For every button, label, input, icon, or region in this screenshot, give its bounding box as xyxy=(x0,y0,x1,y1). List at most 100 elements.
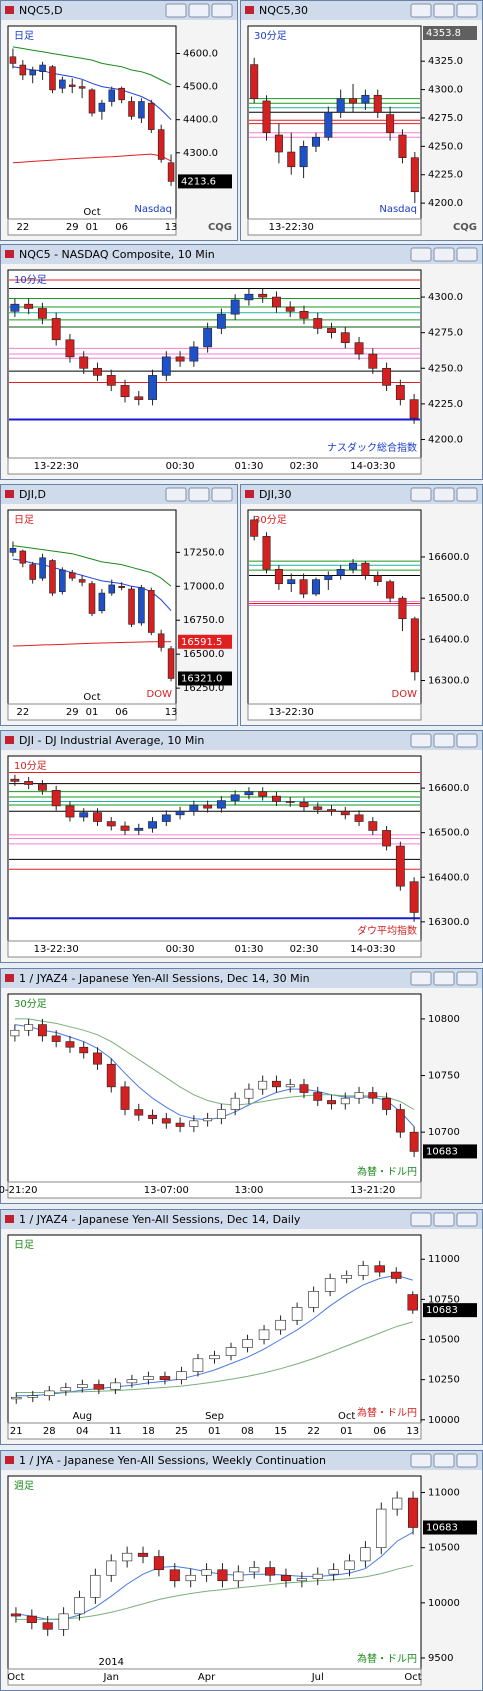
candle-body xyxy=(110,1382,121,1390)
price-box-label: 4213.6 xyxy=(181,176,216,187)
candle-body xyxy=(192,1358,204,1372)
restore-button[interactable] xyxy=(433,487,455,502)
candle-body xyxy=(373,575,382,582)
y-tick-label: 4300.0 xyxy=(428,85,463,96)
candle-body xyxy=(398,597,407,620)
minimize-button[interactable] xyxy=(410,487,432,502)
candle-body xyxy=(185,1574,196,1582)
restore-button[interactable] xyxy=(433,3,455,18)
candle-body xyxy=(19,550,27,564)
candle-body xyxy=(10,778,20,782)
candle-body xyxy=(74,1597,85,1615)
window-icon xyxy=(5,250,14,258)
close-button[interactable] xyxy=(456,3,478,18)
y-tick-label: 16500.0 xyxy=(428,593,469,604)
price-box xyxy=(423,26,477,40)
y-tick-label: 4250.0 xyxy=(428,141,463,152)
y-tick-label: 10500 xyxy=(428,1335,460,1346)
candle-body xyxy=(128,101,135,117)
candle-body xyxy=(291,1307,303,1321)
candle-body xyxy=(157,129,165,160)
window-icon xyxy=(5,490,14,498)
y-tick-label: 11000 xyxy=(428,1254,460,1265)
candle-body xyxy=(138,101,145,119)
candle-body xyxy=(9,547,17,553)
candle-body xyxy=(106,821,116,827)
minimize-button[interactable] xyxy=(410,247,432,262)
candle-body xyxy=(244,293,254,301)
restore-button[interactable] xyxy=(188,3,210,18)
minimize-button[interactable] xyxy=(410,971,432,986)
restore-button[interactable] xyxy=(433,733,455,748)
x-tick-label: 13:00 xyxy=(235,1185,264,1196)
y-tick-label: 16750.0 xyxy=(183,615,224,626)
close-button[interactable] xyxy=(211,3,233,18)
restore-button[interactable] xyxy=(188,487,210,502)
candle-body xyxy=(79,812,89,818)
title-bar xyxy=(1,245,482,264)
close-button[interactable] xyxy=(456,1453,478,1468)
candle-body xyxy=(368,353,378,369)
plot-area xyxy=(7,993,422,1183)
x-tick-label: Apr xyxy=(198,1672,216,1683)
candle-body xyxy=(189,804,199,812)
x-axis-strip xyxy=(7,457,422,475)
minimize-button[interactable] xyxy=(410,1212,432,1227)
plot-area xyxy=(7,269,422,459)
candle-body xyxy=(78,86,86,89)
candle-body xyxy=(134,827,144,831)
candle-body xyxy=(244,791,254,796)
candle-body xyxy=(354,814,364,822)
candle-body xyxy=(395,1109,405,1133)
candle-body xyxy=(373,94,382,113)
restore-button[interactable] xyxy=(433,971,455,986)
source-label: Nasdaq xyxy=(379,204,417,215)
x-tick-label: 01 xyxy=(86,707,99,718)
close-button[interactable] xyxy=(456,1212,478,1227)
y-tick-label: 10250 xyxy=(428,1375,460,1386)
candle-body xyxy=(216,800,226,809)
candle-body xyxy=(68,84,76,87)
candle-body xyxy=(10,303,20,312)
y-tick-label: 16500.0 xyxy=(183,649,224,660)
y-tick-label: 9500 xyxy=(428,1653,453,1664)
minimize-button[interactable] xyxy=(165,3,187,18)
x-tick-label: 02:30 xyxy=(290,461,319,472)
y-tick-label: 4500.0 xyxy=(183,82,218,93)
candle-body xyxy=(65,805,75,818)
candle-body xyxy=(93,1384,105,1390)
x-tick-label: 00:30 xyxy=(166,944,195,955)
close-button[interactable] xyxy=(456,247,478,262)
candle-body xyxy=(327,809,336,812)
restore-button[interactable] xyxy=(433,247,455,262)
restore-button[interactable] xyxy=(433,1212,455,1227)
period-label: 30分足 xyxy=(254,30,287,42)
minimize-button[interactable] xyxy=(410,733,432,748)
close-button[interactable] xyxy=(211,487,233,502)
close-button[interactable] xyxy=(456,733,478,748)
logo: CQG xyxy=(208,222,232,233)
candle-body xyxy=(161,356,171,376)
x-tick-label: 06 xyxy=(115,222,128,233)
candle-body xyxy=(209,1355,220,1360)
y-tick-label: 16400.0 xyxy=(428,634,469,645)
x-tick-label: 00:30 xyxy=(166,461,195,472)
candle-body xyxy=(407,1497,419,1528)
candle-body xyxy=(11,1397,22,1400)
y-tick-label: 16250.0 xyxy=(183,683,224,694)
close-button[interactable] xyxy=(456,487,478,502)
restore-button[interactable] xyxy=(433,1453,455,1468)
y-tick-label: 10000 xyxy=(428,1415,460,1426)
y-tick-label: 11000 xyxy=(428,1488,460,1499)
candle-body xyxy=(120,1086,130,1110)
minimize-button[interactable] xyxy=(165,487,187,502)
window-icon xyxy=(5,1456,14,1464)
x-tick-label: 29 xyxy=(66,222,79,233)
candle-body xyxy=(376,1508,387,1548)
minimize-button[interactable] xyxy=(410,3,432,18)
minimize-button[interactable] xyxy=(410,1453,432,1468)
candle-body xyxy=(327,328,336,333)
x-tick-label: 10-21:20 xyxy=(0,1185,37,1196)
close-button[interactable] xyxy=(456,971,478,986)
candle-body xyxy=(357,1265,369,1276)
